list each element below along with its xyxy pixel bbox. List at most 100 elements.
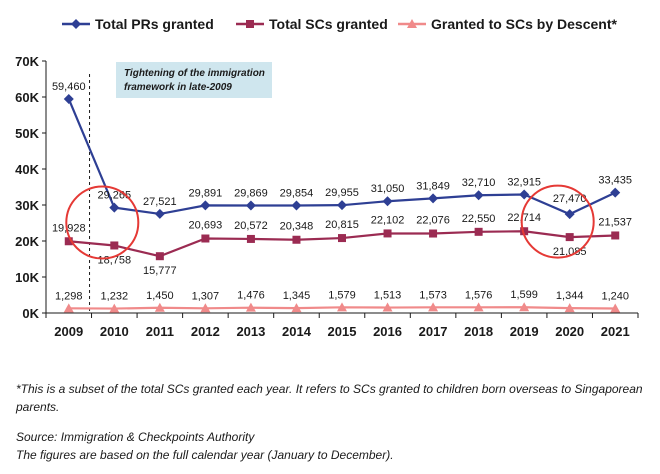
data-label: 29,891 bbox=[189, 187, 223, 199]
data-label: 27,521 bbox=[143, 196, 177, 208]
series-1-point bbox=[154, 208, 165, 219]
series-3-point bbox=[473, 302, 484, 312]
data-label: 31,849 bbox=[416, 180, 450, 192]
y-tick-label: 30K bbox=[15, 198, 39, 213]
highlight-circle-2010 bbox=[65, 185, 140, 260]
series-1-point bbox=[382, 196, 393, 207]
legend-marker-2 bbox=[246, 20, 254, 28]
y-tick-label: 20K bbox=[15, 234, 39, 249]
series-2-point bbox=[429, 229, 438, 238]
series-3-point bbox=[610, 303, 621, 313]
series-2-point bbox=[611, 231, 620, 240]
chart: Total PRs granted Total SCs granted Grante… bbox=[15, 16, 639, 339]
x-tick-label: 2014 bbox=[282, 324, 312, 339]
y-tick-label: 0K bbox=[22, 306, 39, 321]
y-tick-label: 60K bbox=[15, 90, 39, 105]
legend-marker-1 bbox=[71, 19, 81, 29]
data-label: 1,476 bbox=[237, 290, 265, 302]
x-tick-label: 2020 bbox=[555, 324, 584, 339]
data-label: 1,513 bbox=[374, 290, 402, 302]
legend-label-3: Granted to SCs by Descent* bbox=[431, 16, 617, 32]
series-2-point bbox=[110, 241, 119, 250]
data-label: 20,572 bbox=[234, 220, 268, 232]
footnote: *This is a subset of the total SCs grant… bbox=[16, 382, 643, 414]
legend: Total PRs granted Total SCs granted Grante… bbox=[62, 16, 617, 32]
data-label: 1,450 bbox=[146, 290, 174, 302]
source-note: Source: Immigration & Checkpoints Author… bbox=[16, 430, 255, 444]
x-tick-label: 2009 bbox=[54, 324, 83, 339]
series-2-point bbox=[338, 234, 346, 243]
annotation: Tightening of the immigration framework i… bbox=[89, 62, 272, 313]
data-label: 21,537 bbox=[598, 216, 632, 228]
data-label: 1,579 bbox=[328, 289, 356, 301]
series-1-point bbox=[564, 209, 575, 220]
series-2-point bbox=[474, 227, 483, 236]
series-2-point bbox=[383, 229, 392, 238]
highlight-circles bbox=[65, 184, 595, 260]
series-3-point bbox=[337, 302, 347, 312]
series-1-point bbox=[337, 200, 347, 211]
y-tick-label: 70K bbox=[15, 54, 39, 69]
series-1-point bbox=[245, 200, 256, 211]
data-label: 1,298 bbox=[55, 290, 83, 302]
series-1-point bbox=[610, 187, 621, 198]
series-2-point bbox=[64, 237, 73, 246]
x-tick-label: 2021 bbox=[601, 324, 630, 339]
annotation-text: framework in late-2009 bbox=[124, 82, 232, 93]
series-3-point bbox=[382, 302, 393, 312]
data-label: 1,599 bbox=[510, 289, 538, 301]
data-label: 22,550 bbox=[462, 213, 496, 225]
series-3-point bbox=[291, 303, 302, 313]
legend-marker-3 bbox=[407, 19, 417, 28]
data-label: 21,085 bbox=[553, 246, 587, 258]
data-label: 1,345 bbox=[283, 290, 311, 302]
data-label: 1,576 bbox=[465, 289, 493, 301]
data-label: 1,307 bbox=[192, 290, 220, 302]
data-label: 32,710 bbox=[462, 177, 496, 189]
data-label: 29,869 bbox=[234, 187, 268, 199]
x-tick-label: 2013 bbox=[236, 324, 265, 339]
data-label: 29,955 bbox=[325, 187, 359, 199]
series-3-point bbox=[564, 303, 575, 313]
data-label: 1,344 bbox=[556, 290, 584, 302]
series-2-point bbox=[292, 235, 301, 244]
annotation-text: Tightening of the immigration bbox=[124, 68, 265, 79]
series-1-point bbox=[109, 202, 120, 213]
annotation-box bbox=[116, 62, 272, 98]
data-label: 1,240 bbox=[601, 291, 629, 303]
y-tick-label: 40K bbox=[15, 162, 39, 177]
data-label: 20,348 bbox=[280, 221, 314, 233]
data-label: 20,815 bbox=[325, 219, 359, 231]
data-label: 15,777 bbox=[143, 265, 177, 277]
series-1-point bbox=[291, 200, 302, 211]
data-label: 20,693 bbox=[189, 220, 223, 232]
legend-label-2: Total SCs granted bbox=[269, 16, 388, 32]
series-3-point bbox=[519, 302, 530, 312]
figures-note: The figures are based on the full calend… bbox=[16, 448, 394, 462]
series-2-point bbox=[201, 234, 210, 243]
series-1-point bbox=[63, 93, 74, 104]
data-label: 1,232 bbox=[101, 291, 129, 303]
x-tick-label: 2017 bbox=[419, 324, 448, 339]
data-label: 31,050 bbox=[371, 183, 405, 195]
series-3-point bbox=[63, 303, 74, 313]
series-2-point bbox=[520, 227, 529, 236]
series-1-point bbox=[200, 200, 211, 211]
series-3-point bbox=[109, 303, 120, 313]
legend-label-1: Total PRs granted bbox=[95, 16, 214, 32]
x-tick-label: 2010 bbox=[100, 324, 129, 339]
data-label: 59,460 bbox=[52, 81, 86, 93]
series-1-point bbox=[519, 189, 530, 200]
data-label: 33,435 bbox=[598, 175, 632, 187]
y-tick-label: 10K bbox=[15, 270, 39, 285]
series-3-point bbox=[245, 302, 256, 312]
series-2-point bbox=[155, 252, 164, 261]
data-label: 1,573 bbox=[419, 289, 447, 301]
x-tick-label: 2011 bbox=[146, 324, 174, 339]
y-tick-label: 50K bbox=[15, 126, 39, 141]
x-tick-label: 2018 bbox=[464, 324, 493, 339]
series-1-point bbox=[428, 193, 439, 204]
series-3-point bbox=[200, 303, 211, 313]
data-label: 27,470 bbox=[553, 193, 587, 205]
